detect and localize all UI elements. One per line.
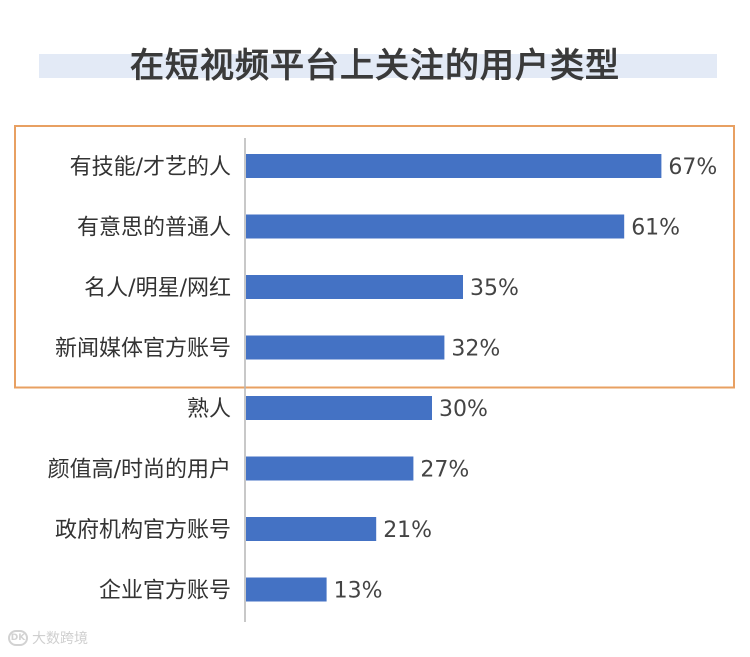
chart-title: 在短视频平台上关注的用户类型 xyxy=(130,46,620,86)
category-label: 名人/明星/网红 xyxy=(84,276,231,301)
value-label: 67% xyxy=(668,155,717,180)
category-label: 熟人 xyxy=(187,397,231,422)
bar xyxy=(246,154,662,178)
value-label: 27% xyxy=(420,458,469,483)
logo-icon: DK xyxy=(8,630,28,646)
bar xyxy=(246,456,414,481)
bar xyxy=(246,335,445,360)
category-label: 企业官方账号 xyxy=(99,579,231,604)
bar xyxy=(246,396,432,420)
category-label: 有技能/才艺的人 xyxy=(70,155,231,180)
highlight-box xyxy=(14,125,735,389)
category-label: 新闻媒体官方账号 xyxy=(55,337,231,362)
value-label: 32% xyxy=(451,337,500,362)
value-label: 30% xyxy=(439,397,488,422)
value-label: 21% xyxy=(383,518,432,543)
bar xyxy=(246,577,327,602)
category-label: 有意思的普通人 xyxy=(77,216,231,241)
value-label: 61% xyxy=(631,216,680,241)
watermark-text: 大数跨境 xyxy=(32,631,88,647)
category-label: 颜值高/时尚的用户 xyxy=(48,458,231,483)
title-highlight-band xyxy=(39,54,717,78)
category-label: 政府机构官方账号 xyxy=(55,518,231,543)
bar xyxy=(246,517,377,541)
bar xyxy=(246,214,625,239)
bar xyxy=(246,275,463,299)
value-label: 13% xyxy=(334,579,383,604)
watermark: DK 大数跨境 xyxy=(8,628,88,648)
value-label: 35% xyxy=(470,276,519,301)
